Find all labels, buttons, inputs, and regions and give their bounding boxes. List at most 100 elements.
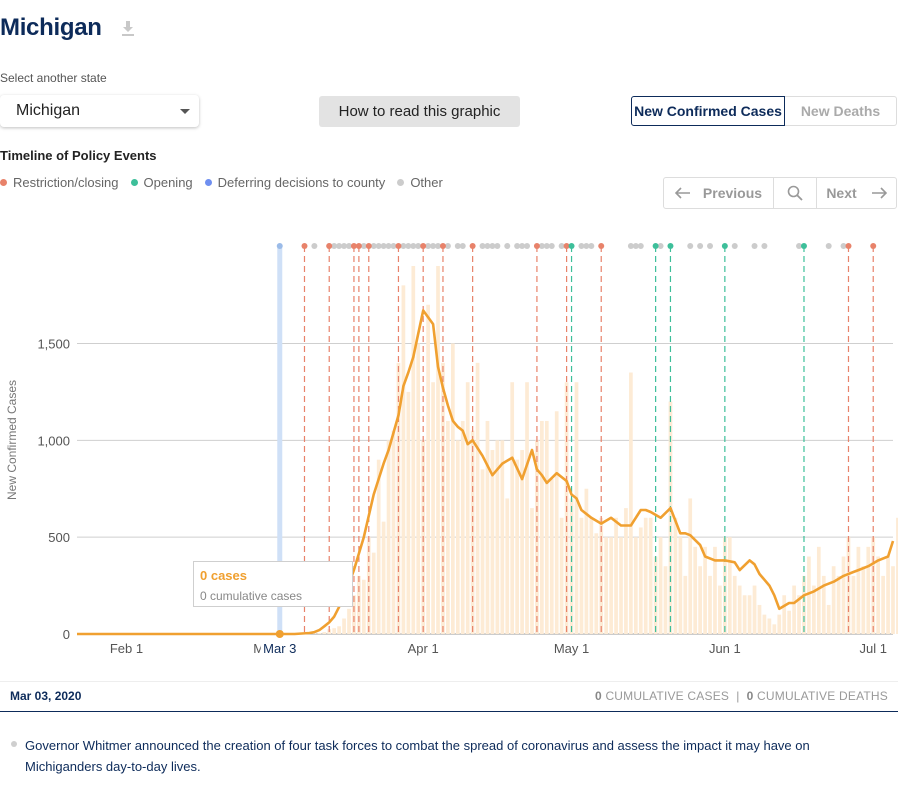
toggle-new-deaths[interactable]: New Deaths xyxy=(785,96,897,126)
daily-bar xyxy=(767,618,772,634)
daily-bar xyxy=(762,614,767,634)
toggle-new-cases[interactable]: New Confirmed Cases xyxy=(631,96,785,126)
event-dot-icon xyxy=(11,741,17,747)
daily-bar xyxy=(500,440,505,634)
download-icon[interactable] xyxy=(120,19,136,37)
policy-event-marker-other xyxy=(430,243,437,249)
policy-event-marker-other xyxy=(538,243,545,249)
daily-bar xyxy=(876,556,881,634)
state-select[interactable]: Michigan xyxy=(0,95,199,127)
policy-event-marker-other xyxy=(761,243,768,249)
policy-event-marker-other xyxy=(489,243,496,249)
policy-event-marker-other xyxy=(415,243,422,249)
policy-event-marker xyxy=(420,243,427,249)
previous-button[interactable]: Previous xyxy=(664,178,774,208)
daily-bar xyxy=(747,595,752,634)
policy-event-marker xyxy=(652,243,659,249)
daily-bar xyxy=(554,411,559,634)
policy-event-marker-other xyxy=(524,243,531,249)
policy-event-marker-other xyxy=(425,243,432,249)
y-tick-label: 1,500 xyxy=(37,336,70,351)
policy-event-marker-other xyxy=(825,243,832,249)
daily-bar xyxy=(797,595,801,634)
daily-bar xyxy=(727,537,732,634)
daily-bar xyxy=(856,546,861,634)
daily-bar xyxy=(629,372,633,634)
policy-event-marker-other xyxy=(390,243,397,249)
daily-bar xyxy=(436,266,440,634)
daily-bar xyxy=(638,527,643,634)
daily-bar xyxy=(881,575,885,634)
daily-bar xyxy=(688,498,693,634)
daily-bar xyxy=(777,614,782,634)
daily-bar xyxy=(732,575,737,634)
daily-bar xyxy=(520,450,524,634)
policy-event-marker-other xyxy=(657,243,664,249)
daily-bar xyxy=(663,566,668,634)
policy-event-marker-other xyxy=(331,243,338,249)
daily-bar xyxy=(599,517,604,634)
x-tick-label: Jun 1 xyxy=(709,641,741,656)
daily-bar xyxy=(643,517,648,634)
policy-event-marker-other xyxy=(454,243,461,249)
daily-bar xyxy=(406,391,411,634)
legend-label: Restriction/closing xyxy=(13,175,119,190)
daily-bar xyxy=(361,579,366,634)
daily-bar xyxy=(648,517,653,634)
legend-item-deferring: Deferring decisions to county xyxy=(204,175,385,190)
daily-bar xyxy=(614,517,618,634)
hover-tooltip: 0 cases 0 cumulative cases xyxy=(193,561,353,607)
daily-bar xyxy=(381,521,386,634)
policy-event-marker-other xyxy=(687,243,694,249)
daily-bar xyxy=(426,304,430,634)
daily-bar xyxy=(698,566,702,634)
average-line xyxy=(77,309,895,636)
daily-bar xyxy=(594,533,599,634)
daily-bar xyxy=(841,556,846,634)
policy-event-marker xyxy=(598,243,605,249)
policy-event-marker-other xyxy=(543,243,550,249)
legend-item-restriction: Restriction/closing xyxy=(0,175,119,190)
policy-event-marker-other xyxy=(410,243,417,249)
cumulative-deaths-value: 0 xyxy=(746,689,754,703)
policy-event-marker xyxy=(667,243,674,249)
how-to-read-button[interactable]: How to read this graphic xyxy=(319,96,520,127)
daily-bar xyxy=(549,479,554,634)
y-axis-label: New Confirmed Cases xyxy=(5,380,19,500)
daily-bar xyxy=(624,508,628,634)
policy-event-marker-other xyxy=(435,243,442,249)
daily-bar xyxy=(821,575,826,634)
tooltip-cases: 0 cases xyxy=(200,568,247,583)
policy-event-marker-other xyxy=(504,243,511,249)
daily-bar xyxy=(604,537,609,634)
daily-bar xyxy=(886,556,890,634)
daily-bar xyxy=(416,343,421,634)
opening-dot-icon xyxy=(130,179,138,186)
next-button[interactable]: Next xyxy=(817,178,896,208)
policy-event-marker xyxy=(365,243,372,249)
deferring-dot-icon xyxy=(204,179,212,186)
daily-bar xyxy=(391,430,396,634)
daily-bar xyxy=(495,440,500,634)
daily-bar xyxy=(693,546,698,634)
arrow-right-icon xyxy=(871,187,887,199)
daily-bar xyxy=(530,508,534,634)
policy-event-marker-other xyxy=(405,243,412,249)
daily-bar xyxy=(816,546,821,634)
daily-bar xyxy=(544,420,549,634)
x-tick-label: Apr 1 xyxy=(408,641,439,656)
policy-event-marker xyxy=(350,243,357,249)
policy-event-marker-other xyxy=(311,243,318,249)
policy-event-marker-other xyxy=(444,243,451,249)
search-button[interactable] xyxy=(774,178,817,208)
daily-bar xyxy=(347,608,351,634)
restriction-dot-icon xyxy=(0,179,7,186)
event-pager: Previous Next xyxy=(663,177,897,209)
daily-bar xyxy=(386,440,391,634)
legend-label: Other xyxy=(410,175,443,190)
policy-event-marker-other xyxy=(519,243,526,249)
policy-event-marker-other xyxy=(548,243,555,249)
policy-event-marker xyxy=(301,243,308,249)
x-tick-label: Jul 1 xyxy=(859,641,886,656)
policy-event-marker-other xyxy=(370,243,377,249)
